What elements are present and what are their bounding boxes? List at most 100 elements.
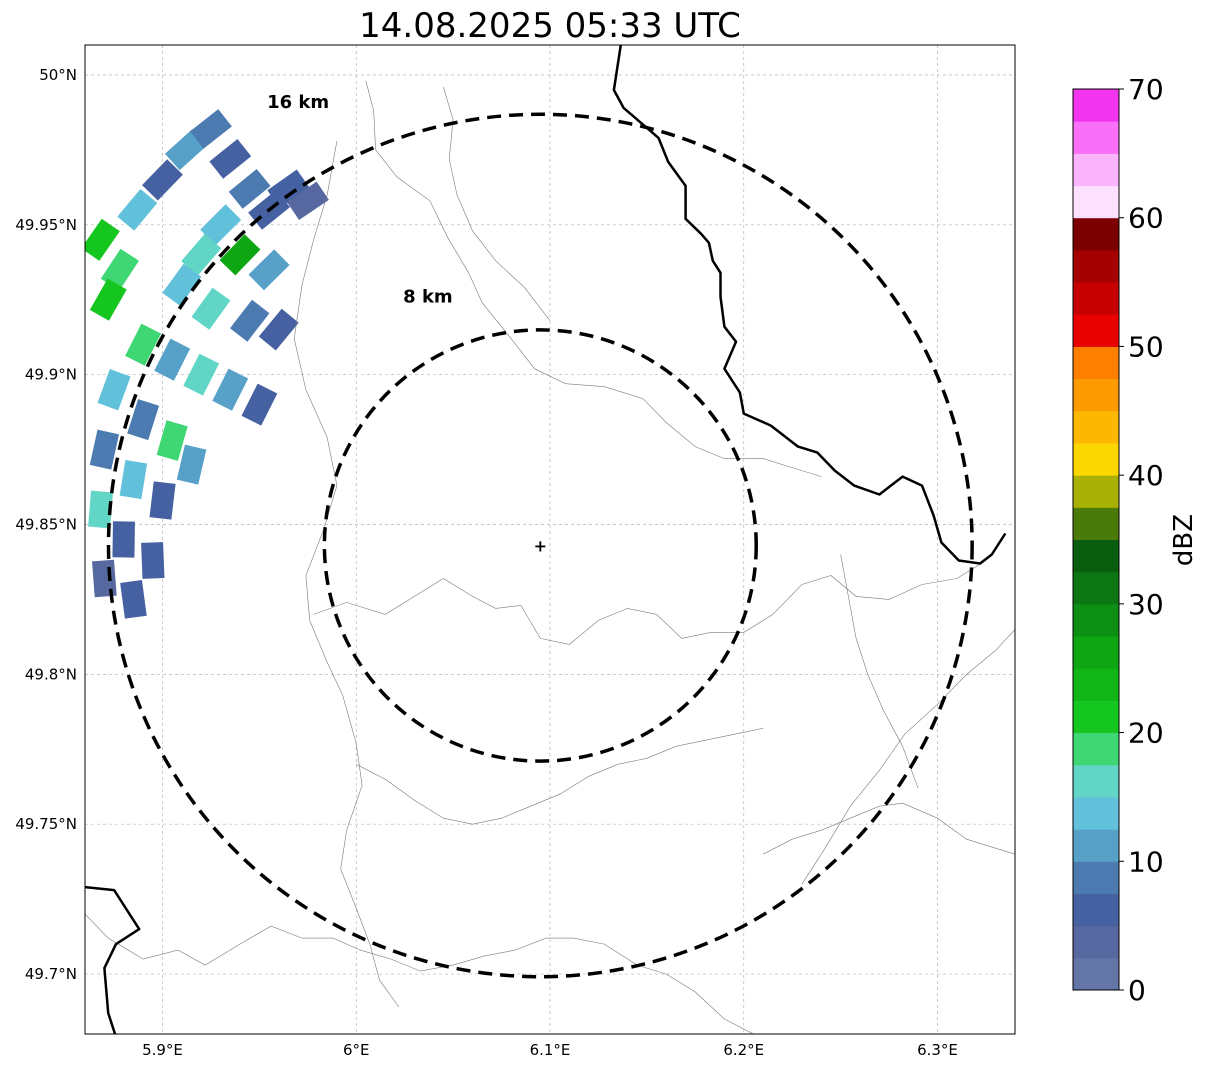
lat-tick-label: 49.95°N <box>15 216 77 234</box>
radar-cell <box>191 287 231 330</box>
colorbar-segment <box>1073 442 1119 476</box>
radar-cell <box>97 369 131 411</box>
national-border <box>612 45 1007 565</box>
range-ring <box>106 112 974 979</box>
radar-cell <box>120 580 147 619</box>
colorbar-segment <box>1073 829 1119 862</box>
radar-cell <box>112 521 135 558</box>
radar-cell <box>267 169 310 209</box>
admin-border <box>313 560 987 645</box>
radar-cell <box>189 109 232 149</box>
colorbar-segment <box>1073 764 1119 798</box>
colorbar-tick-label: 20 <box>1128 717 1164 750</box>
map-content: 8 km 16 km + <box>85 45 1015 1034</box>
colorbar-segment <box>1073 475 1119 508</box>
admin-border <box>762 802 1015 855</box>
radar-cell <box>209 139 252 179</box>
radar-cell <box>258 308 299 351</box>
radar-cell <box>181 233 222 276</box>
colorbar-segment <box>1073 153 1119 187</box>
radar-cell <box>142 159 183 201</box>
lat-tick-label: 49.7°N <box>25 965 77 983</box>
colorbar-frame <box>1072 88 1120 991</box>
colorbar-segment <box>1073 893 1119 927</box>
radar-cell <box>241 383 278 426</box>
admin-border <box>85 913 754 1034</box>
range-ring <box>322 328 758 763</box>
range-rings: 8 km 16 km <box>106 92 974 979</box>
colorbar-segment <box>1073 314 1119 347</box>
admin-border <box>365 80 822 477</box>
colorbar-segment <box>1073 603 1119 637</box>
radar-cell <box>176 444 207 485</box>
colorbar-segment <box>1073 282 1119 315</box>
radar-cell <box>212 368 249 411</box>
admin-borders <box>85 80 1015 1034</box>
lon-tick-label: 6.3°E <box>917 1041 958 1059</box>
radar-cell <box>88 490 113 529</box>
radar-reflectivity-layer <box>85 109 329 619</box>
range-ring-label: 16 km <box>267 92 329 113</box>
radar-cell <box>92 559 117 598</box>
colorbar-segment <box>1073 636 1119 669</box>
map-frame <box>84 44 1016 1035</box>
colorbar-label: dBZ <box>1169 514 1199 566</box>
lat-tick-label: 50°N <box>39 66 77 84</box>
admin-border <box>443 86 551 321</box>
colorbar-tick-label: 60 <box>1128 202 1164 235</box>
colorbar-segment <box>1073 796 1119 830</box>
radar-cell <box>183 353 220 396</box>
radar-cell <box>162 263 202 306</box>
colorbar-segment <box>1073 217 1119 251</box>
radar-cell <box>89 278 127 321</box>
longitude-ticks: 5.9°E 6°E 6.1°E 6.2°E 6.3°E <box>142 1041 958 1059</box>
colorbar-ticks: 0 10 20 30 40 50 60 70 <box>1119 73 1164 1007</box>
radar-cell <box>85 218 120 261</box>
colorbar-tick-label: 30 <box>1128 588 1164 621</box>
radar-cell <box>141 542 165 579</box>
colorbar-tick-label: 70 <box>1128 73 1164 106</box>
colorbar-segment <box>1073 732 1119 766</box>
colorbar-segment <box>1073 861 1119 894</box>
radar-cell <box>164 129 207 171</box>
colorbar-tick-label: 50 <box>1128 330 1164 363</box>
range-ring-label: 8 km <box>403 287 453 308</box>
radar-cell <box>219 234 261 276</box>
radar-cell <box>286 181 329 221</box>
national-border <box>85 885 141 1034</box>
colorbar-segment <box>1073 410 1119 444</box>
admin-border <box>840 554 919 789</box>
lat-tick-label: 49.75°N <box>15 815 77 833</box>
radar-cell <box>125 323 162 366</box>
colorbar-segments <box>1073 89 1119 991</box>
radar-cell <box>154 338 191 381</box>
colorbar-tick-label: 40 <box>1128 459 1164 492</box>
colorbar-segment <box>1073 668 1119 701</box>
colorbar-segment <box>1073 957 1119 991</box>
colorbar-tick-label: 10 <box>1128 845 1164 878</box>
national-borders <box>85 45 1007 1034</box>
colorbar-segment <box>1073 700 1119 734</box>
lon-tick-label: 6.1°E <box>530 1041 571 1059</box>
admin-border <box>293 140 400 1008</box>
radar-cell <box>119 460 148 500</box>
radar-cell <box>229 299 270 342</box>
radar-site-marker: + <box>534 536 547 555</box>
latitude-ticks: 49.7°N 49.75°N 49.8°N 49.85°N 49.9°N 49.95°N 5… <box>15 66 77 983</box>
lon-tick-label: 6.2°E <box>723 1041 764 1059</box>
colorbar-segment <box>1073 89 1119 122</box>
colorbar-segment <box>1073 185 1119 219</box>
radar-cell <box>228 168 271 209</box>
colorbar-segment <box>1073 346 1119 380</box>
map-title: 14.08.2025 05:33 UTC <box>359 6 741 46</box>
radar-cell <box>149 481 176 520</box>
radar-cell <box>117 188 158 231</box>
radar-cell <box>127 399 160 441</box>
colorbar-segment <box>1073 507 1119 540</box>
admin-border <box>356 728 764 825</box>
colorbar-segment <box>1073 571 1119 605</box>
colorbar-segment <box>1073 121 1119 154</box>
lat-tick-label: 49.85°N <box>15 516 77 534</box>
gridlines <box>85 45 1015 1034</box>
